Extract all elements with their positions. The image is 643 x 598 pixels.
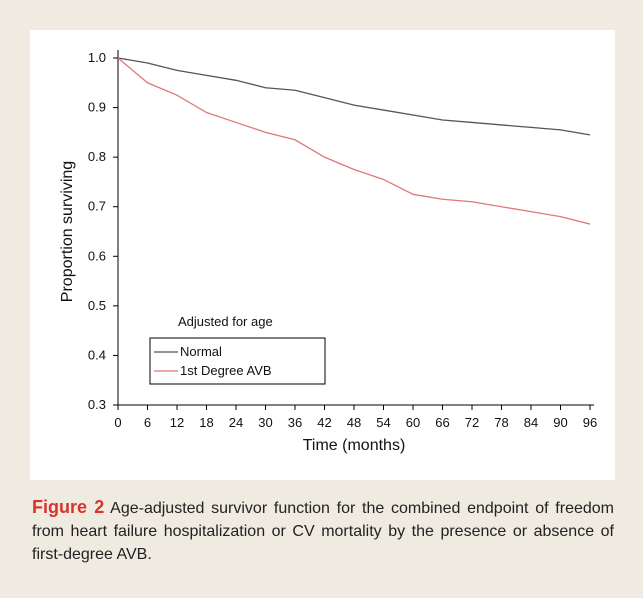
legend-label: Normal: [180, 344, 222, 359]
y-tick-label: 0.7: [88, 199, 106, 214]
x-axis-label: Time (months): [303, 437, 406, 454]
x-tick-label: 42: [317, 415, 331, 430]
y-tick-label: 0.8: [88, 149, 106, 164]
legend-box: [149, 337, 326, 385]
x-tick-label: 6: [144, 415, 151, 430]
x-tick-label: 72: [465, 415, 479, 430]
x-tick-label: 78: [494, 415, 508, 430]
x-tick-label: 54: [376, 415, 390, 430]
chart: 0.3 0.4 0.5 0.6 0.7 0.8 0.9 1.0 0 6 12 18 24 30 36 42 48…: [59, 50, 597, 454]
x-tick-label: 90: [553, 415, 567, 430]
series-line: [117, 57, 591, 225]
x-tick-label: 0: [114, 415, 121, 430]
y-tick-label: 0.9: [88, 100, 106, 115]
x-tick-label: 18: [199, 415, 213, 430]
x-tick-label: 48: [347, 415, 361, 430]
caption-label: Figure 2: [32, 497, 105, 517]
x-tick-label: 30: [258, 415, 272, 430]
y-tick-label: 0.4: [88, 347, 106, 362]
x-tick-label: 60: [406, 415, 420, 430]
legend-title: Adjusted for age: [178, 314, 273, 329]
y-tick-label: 1.0: [88, 50, 106, 65]
caption: Figure 2 Age-adjusted survivor function …: [32, 496, 614, 566]
x-tick-label: 84: [524, 415, 538, 430]
caption-text: Age-adjusted survivor function for the c…: [32, 500, 614, 563]
x-tick-label: 12: [170, 415, 184, 430]
x-tick-label: 24: [229, 415, 243, 430]
series-line: [117, 57, 591, 136]
y-axis-label: Proportion surviving: [59, 161, 76, 302]
x-tick-label: 96: [583, 415, 597, 430]
y-tick-label: 0.5: [88, 298, 106, 313]
y-tick-label: 0.3: [88, 397, 106, 412]
y-tick-label: 0.6: [88, 248, 106, 263]
legend-label: 1st Degree AVB: [180, 363, 272, 378]
x-tick-label: 36: [288, 415, 302, 430]
x-tick-label: 66: [435, 415, 449, 430]
